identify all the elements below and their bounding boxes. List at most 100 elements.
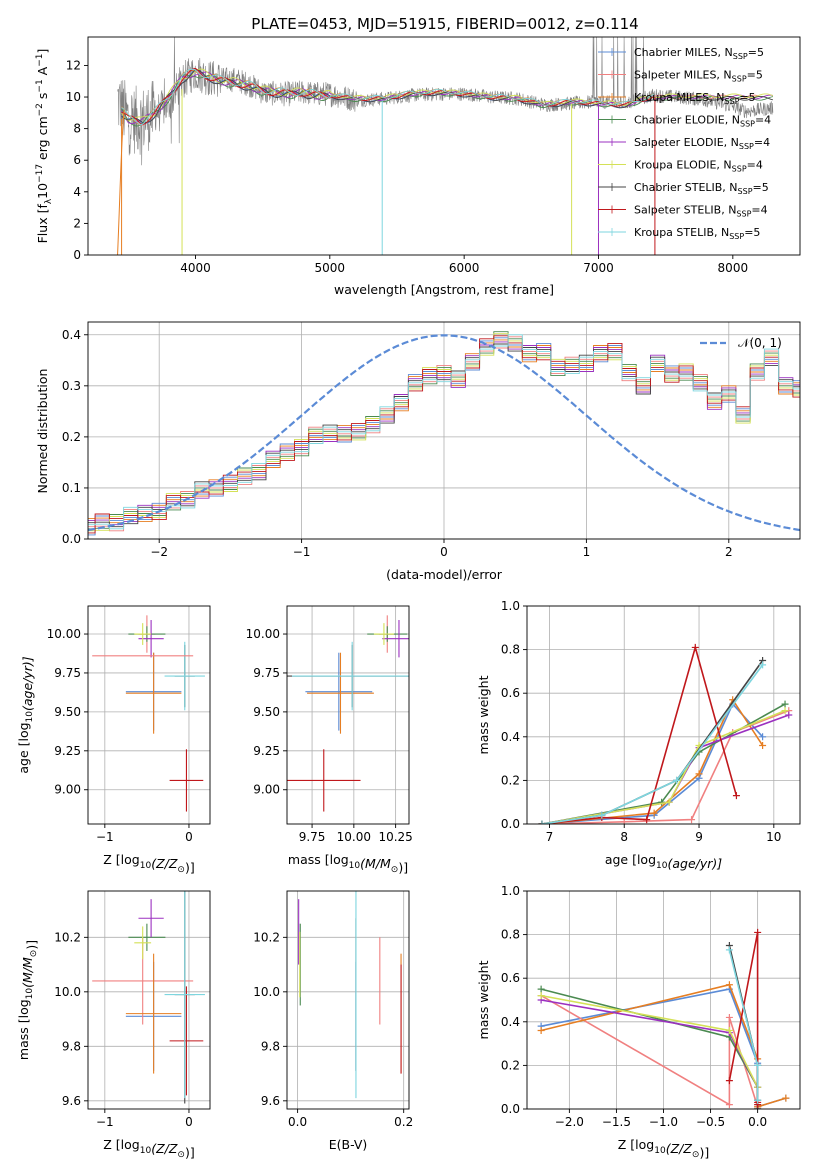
mw-age-plot-area <box>538 643 793 824</box>
age-z-xtick-label-1: 0 <box>185 830 193 844</box>
mw-age-marker-5-1 <box>665 798 673 806</box>
spectrum-ytick-label-4: 8 <box>73 122 81 136</box>
mw-z-marker-8-2 <box>754 1096 762 1104</box>
mw-age-marker-8-3 <box>759 661 767 669</box>
age-z-plot-area <box>92 615 205 812</box>
mw-z-marker-8-1 <box>754 1061 762 1069</box>
age-mass-xtick-label-0: 9.75 <box>299 830 326 844</box>
mass-z-ytick-label-2: 10.0 <box>54 985 81 999</box>
mw-z-ytick-label-5: 1.0 <box>501 884 520 898</box>
mw-age-marker-8-2 <box>673 776 681 784</box>
age-mass-ytick-label-1: 9.25 <box>253 744 280 758</box>
mw-z-plot-area <box>537 928 790 1109</box>
mw-age-xlabel: age [log10(age/yr)] <box>605 852 722 871</box>
mw-age-marker-2-1 <box>650 809 658 817</box>
mw-age-marker-7-3 <box>691 643 699 651</box>
mw-age-series-4 <box>541 714 790 824</box>
mw-age-ytick-label-3: 0.6 <box>501 686 520 700</box>
residuals-xtick-label-2: 0 <box>440 545 448 559</box>
mw-age-xtick-label-3: 10 <box>766 830 781 844</box>
mw-z-xtick-label-3: −0.5 <box>696 1115 725 1129</box>
spectrum-xtick-label-1: 5000 <box>315 261 346 275</box>
mass-z-xtick-label-1: 0 <box>185 1115 193 1129</box>
age-z-ytick-label-2: 9.50 <box>54 705 81 719</box>
residuals-plot-area <box>88 331 800 536</box>
mw-z-marker-2-4 <box>782 1094 790 1102</box>
normal-distribution-curve <box>88 334 800 532</box>
spectrum-xtick-label-0: 4000 <box>180 261 211 275</box>
model-fit-line-8 <box>121 68 654 126</box>
model-fit-line-3 <box>121 74 774 127</box>
mw-z-xlabel: Z [log10(Z/Z⊙)] <box>618 1137 709 1160</box>
residuals-xlabel: (data-model)/error <box>386 567 503 582</box>
mw-age-ytick-label-2: 0.4 <box>501 730 520 744</box>
residuals-xtick-label-3: 1 <box>583 545 591 559</box>
mass-z-frame <box>87 890 211 1110</box>
age-mass-frame <box>286 605 410 825</box>
mw-age-marker-0-4 <box>759 733 767 741</box>
age-z-xtick-label-0: −1 <box>96 830 114 844</box>
mw-z-ytick-label-1: 0.2 <box>501 1058 520 1072</box>
mass-ebv-xtick-label-0: 0.0 <box>288 1115 307 1129</box>
mw-age-marker-1-1 <box>620 818 628 824</box>
spectrum-panel: 4000 5000 6000 7000 8000 0 2 4 6 8 10 12 Chabrier MI… <box>35 36 801 297</box>
mw-age-xtick-label-1: 8 <box>620 830 628 844</box>
age-mass-xtick-label-1: 10.00 <box>337 830 371 844</box>
spectrum-ytick-label-6: 12 <box>66 58 81 72</box>
residuals-ytick-label-3: 0.3 <box>62 379 81 393</box>
spectrum-blue-edge <box>117 109 125 255</box>
mw-age-marker-1-2 <box>688 816 696 824</box>
mass-weight-vs-metallicity-panel: −2.0 −1.5 −1.0 −0.5 0.0 0.0 0.2 0.4 0.6 0.8 1.0 Z [… <box>476 884 801 1160</box>
legend-label-0: Chabrier MILES, NSSP=5 <box>634 46 764 61</box>
residuals-ytick-label-2: 0.2 <box>62 430 81 444</box>
age-z-ylabel: age [log10(age/yr)] <box>16 656 35 773</box>
spectrum-ytick-label-3: 6 <box>73 153 81 167</box>
mw-age-marker-3-3 <box>781 700 789 708</box>
age-mass-plot-area <box>287 615 409 812</box>
mass-weight-vs-age-panel: 7 8 9 10 0.0 0.2 0.4 0.6 0.8 1.0 age [log10(age/yr… <box>476 599 801 871</box>
mw-z-series-1 <box>540 994 759 1108</box>
mass-ebv-xtick-label-1: 0.2 <box>394 1115 413 1129</box>
mw-z-marker-2-1 <box>725 981 733 989</box>
mass-z-xlabel: Z [log10(Z/Z⊙)] <box>103 1137 194 1160</box>
spectrum-xlabel: wavelength [Angstrom, rest frame] <box>334 282 554 297</box>
age-mass-ytick-label-4: 10.00 <box>246 627 280 641</box>
mw-age-marker-8-0 <box>538 820 546 824</box>
age-z-ytick-label-3: 9.75 <box>54 666 81 680</box>
residuals-xtick-label-1: −1 <box>293 545 311 559</box>
mass-ebv-ytick-label-0: 9.6 <box>261 1094 280 1108</box>
mass-ebv-xlabel: E(B-V) <box>329 1137 368 1152</box>
mw-age-marker-7-2 <box>643 816 651 824</box>
mw-z-marker-1-2 <box>725 1013 733 1021</box>
mw-z-marker-5-0 <box>537 992 545 1000</box>
mw-age-marker-5-3 <box>781 707 789 715</box>
mass-vs-metallicity-panel: −1 0 9.6 9.8 10.0 10.2 Z [log10(Z/Z⊙)] mass [lo… <box>16 890 211 1160</box>
age-z-ytick-label-1: 9.25 <box>54 744 81 758</box>
mw-z-marker-5-1 <box>725 1027 733 1035</box>
mw-age-series-8 <box>541 664 764 824</box>
residuals-ytick-label-4: 0.4 <box>62 328 81 342</box>
mass-z-ytick-label-0: 9.6 <box>62 1094 81 1108</box>
mass-z-ylabel: mass [log10(M/M⊙)] <box>16 940 39 1060</box>
residuals-ylabel: Normed distribution <box>35 369 50 494</box>
mw-z-ylabel: mass weight <box>476 960 491 1039</box>
legend-label-2: Kroupa MILES, NSSP=5 <box>634 91 756 106</box>
spectrum-frame <box>87 36 801 256</box>
mw-z-marker-3-0 <box>537 985 545 993</box>
mw-z-ytick-label-2: 0.4 <box>501 1015 520 1029</box>
age-mass-ytick-label-2: 9.50 <box>253 705 280 719</box>
legend-normal-label: 𝒩(0, 1) <box>738 336 782 350</box>
age-z-frame <box>87 605 211 825</box>
mass-ebv-ytick-label-3: 10.2 <box>253 930 280 944</box>
mw-age-ytick-label-1: 0.2 <box>501 773 520 787</box>
mass-z-ytick-label-3: 10.2 <box>54 930 81 944</box>
mass-z-xtick-label-0: −1 <box>96 1115 114 1129</box>
residuals-xtick-label-0: −2 <box>150 545 168 559</box>
mw-age-series-0 <box>541 702 764 824</box>
mw-age-marker-2-4 <box>759 742 767 750</box>
mw-z-xtick-label-4: 0.0 <box>748 1115 767 1129</box>
residuals-ytick-label-0: 0.0 <box>62 532 81 546</box>
mass-z-plot-area <box>92 891 205 1104</box>
legend-label-7: Salpeter STELIB, NSSP=4 <box>634 204 768 219</box>
